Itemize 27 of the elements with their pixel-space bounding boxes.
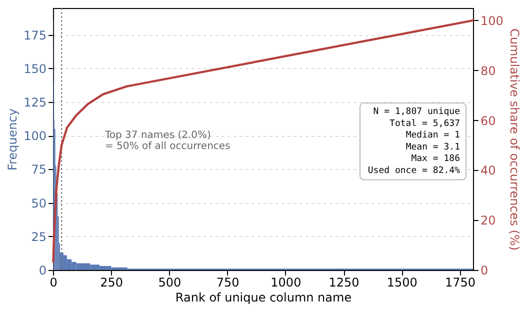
y-tick-label: 100 (24, 129, 46, 144)
x-tick-label: 0 (50, 276, 58, 290)
x-tick-label: 1250 (328, 276, 360, 290)
y2-axis-title: Cumulative share of occurrences (%) (507, 28, 522, 251)
y2-tick-label: 0 (480, 264, 488, 278)
x-tick-label: 1500 (386, 276, 418, 290)
x-axis-title: Rank of unique column name (175, 290, 352, 304)
annotation: N = 1,807 unique Total = 5,637 Median = 1 Mean = 3.1 Max = 186 Used once = 82.4% (368, 107, 461, 176)
y2-tick-label: 80 (480, 64, 496, 78)
y-axis-title: Frequency (6, 108, 20, 170)
y2-tick-label: 100 (480, 14, 504, 28)
annotation: Top 37 names (2.0%) = 50% of all occurrences (104, 130, 230, 152)
x-tick-label: 500 (158, 276, 182, 290)
y-tick-label: 75 (31, 162, 46, 177)
y2-tick-label: 60 (480, 114, 496, 128)
x-tick-label: 250 (100, 276, 124, 290)
y-tick-label: 0 (38, 264, 46, 278)
y-tick-label: 175 (24, 28, 46, 42)
x-tick-label: 1750 (444, 276, 476, 290)
y-tick-label: 50 (31, 196, 46, 210)
y2-tick-label: 40 (480, 164, 496, 178)
y-tick-label: 125 (24, 96, 46, 110)
y-tick-label: 150 (24, 62, 46, 76)
y-tick-label: 25 (31, 230, 46, 244)
x-tick-label: 750 (216, 276, 240, 290)
y2-tick-label: 20 (480, 214, 496, 228)
x-tick-label: 1000 (270, 276, 302, 290)
